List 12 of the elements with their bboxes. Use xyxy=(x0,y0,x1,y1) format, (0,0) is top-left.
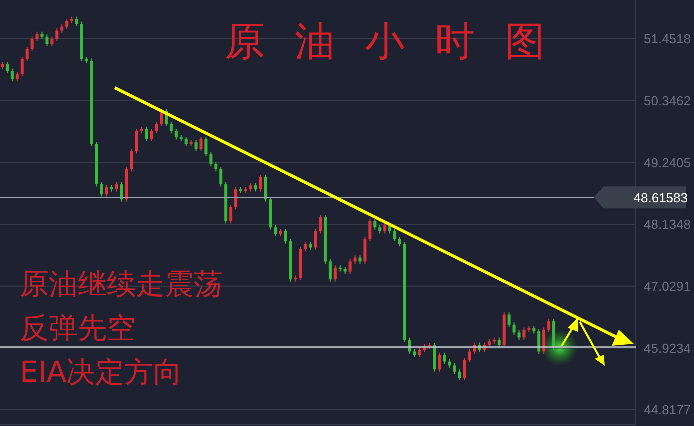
y-tick-label: 50.3462 xyxy=(644,93,691,108)
y-tick-label: 44.8177 xyxy=(644,402,691,418)
y-tick-label: 45.9234 xyxy=(644,340,691,356)
y-tick-label: 48.1348 xyxy=(644,217,691,232)
y-tick-label: 47.0291 xyxy=(644,278,691,294)
annotation: 反弹先空 xyxy=(20,310,136,347)
annotation: 原油继续走震荡 xyxy=(20,266,223,303)
y-tick-label: 49.2405 xyxy=(644,155,691,170)
ref-line-label: 48.61583 xyxy=(634,190,688,206)
text: 原油小时图 xyxy=(225,18,576,67)
y-tick-label: 51.4518 xyxy=(644,32,691,47)
annotation: EIA决定方向 xyxy=(20,354,183,391)
